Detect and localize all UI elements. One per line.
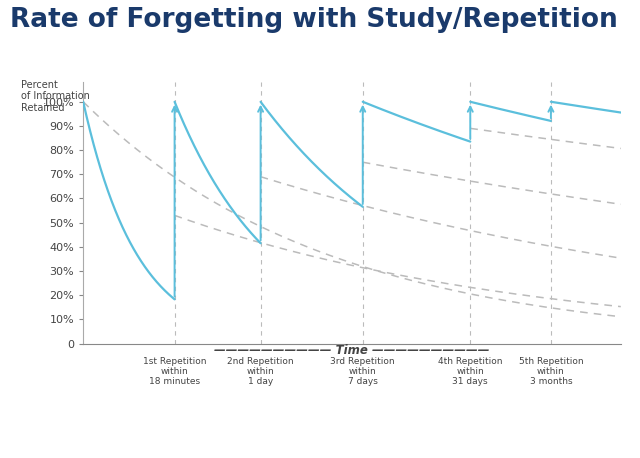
- Text: Rate of Forgetting with Study/Repetition: Rate of Forgetting with Study/Repetition: [10, 7, 618, 33]
- Text: 3rd Repetition
within
7 days: 3rd Repetition within 7 days: [330, 356, 395, 387]
- Text: 5th Repetition
within
3 months: 5th Repetition within 3 months: [518, 356, 583, 387]
- Text: Percent
of Information
Retained: Percent of Information Retained: [21, 80, 90, 113]
- Text: 1st Repetition
within
18 minutes: 1st Repetition within 18 minutes: [143, 356, 206, 387]
- Text: —————————— Time ——————————: —————————— Time ——————————: [214, 344, 490, 356]
- Text: 4th Repetition
within
31 days: 4th Repetition within 31 days: [438, 356, 502, 387]
- Text: 2nd Repetition
within
1 day: 2nd Repetition within 1 day: [227, 356, 294, 387]
